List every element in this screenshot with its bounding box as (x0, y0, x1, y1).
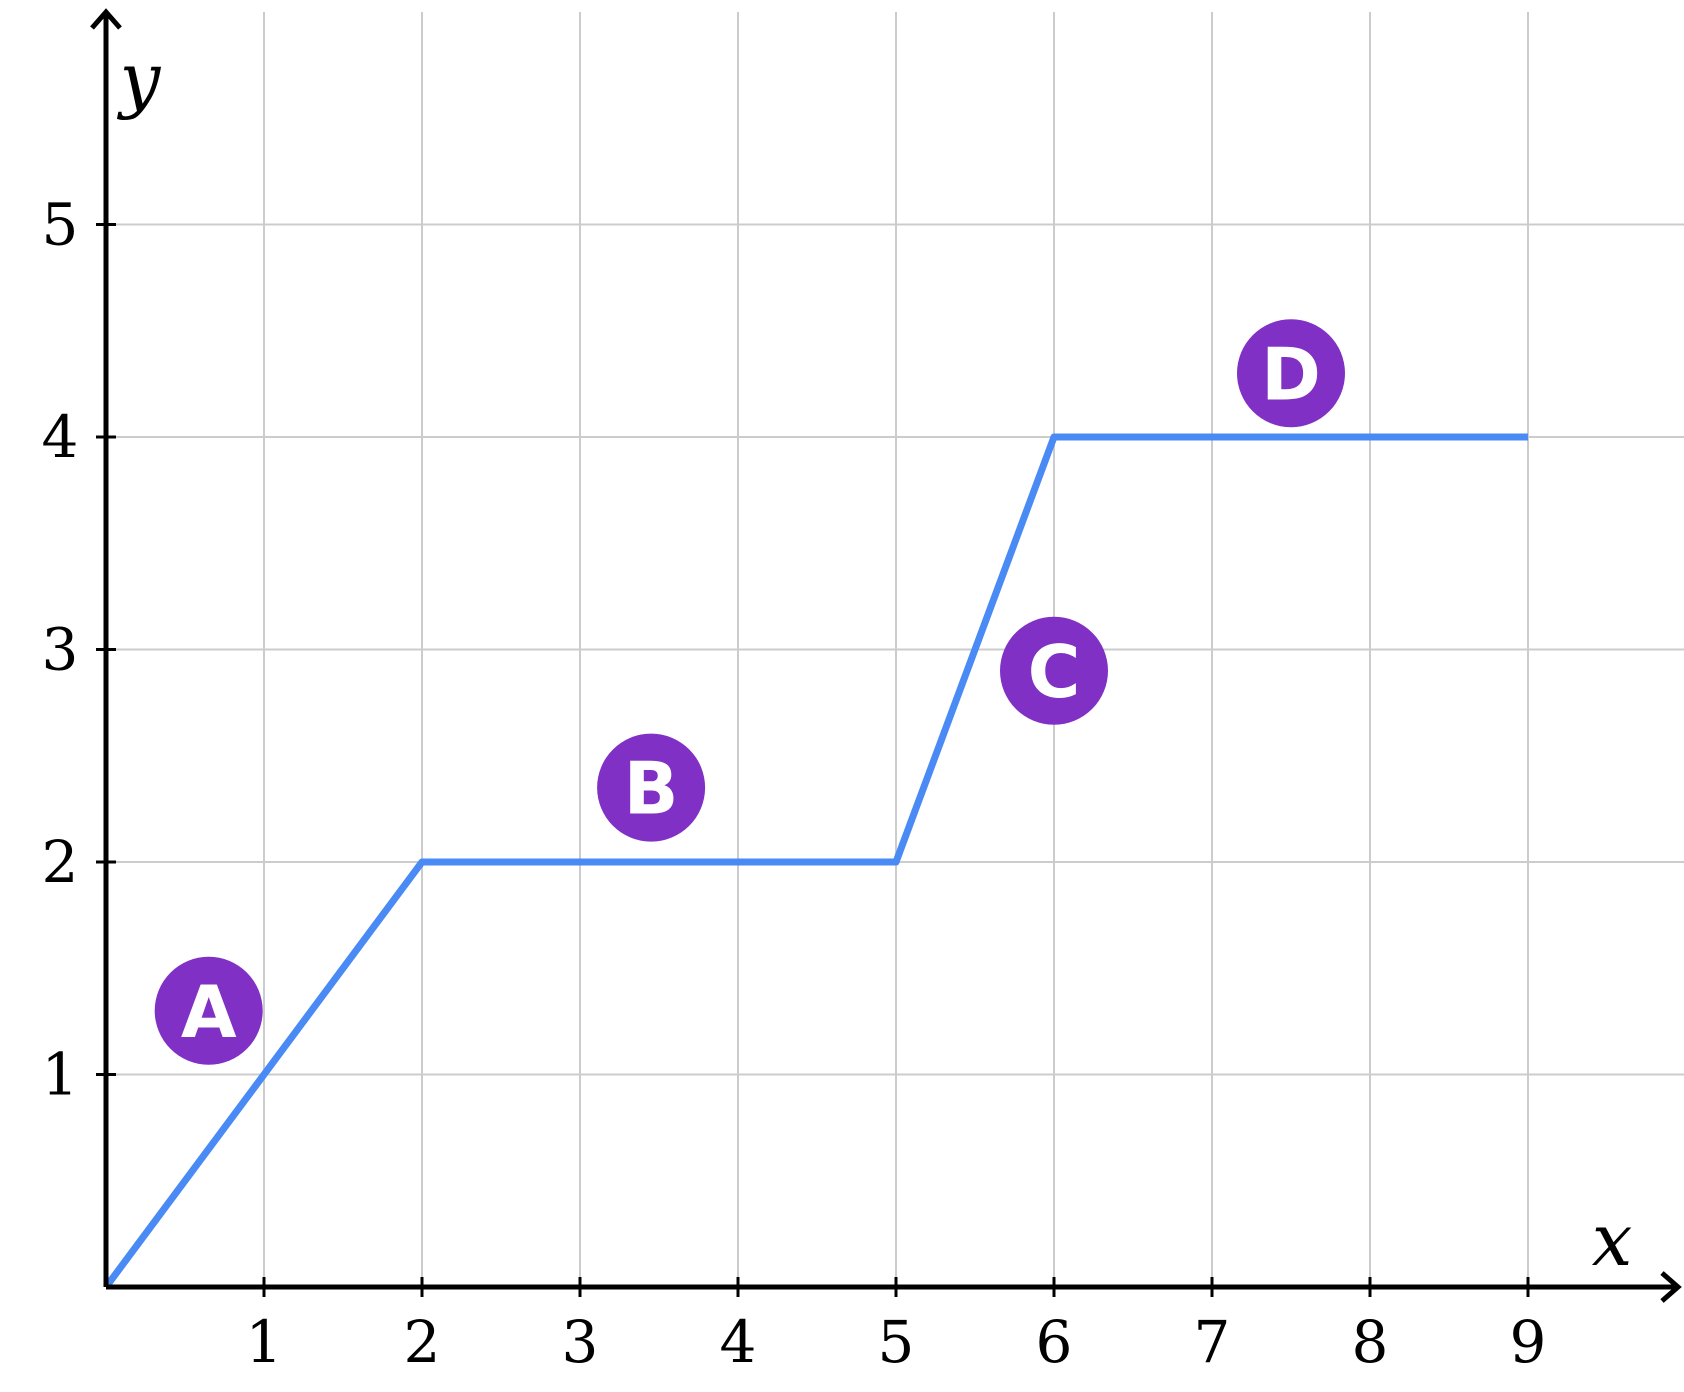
marker-circle-a (154, 956, 263, 1065)
x-tick-label-5: 5 (878, 1308, 915, 1376)
ticks: 1 2 3 4 5 6 7 8 9 1 2 3 4 5 (42, 191, 1547, 1377)
x-tick-label-1: 1 (246, 1308, 283, 1376)
y-tick-label-3: 3 (42, 616, 79, 684)
x-tick-label-2: 2 (404, 1308, 441, 1376)
annotations: A B C D (154, 319, 1345, 1065)
y-tick-label-5: 5 (42, 191, 79, 259)
axes (90, 8, 1682, 1303)
x-tick-label-8: 8 (1352, 1308, 1389, 1376)
y-tick-label-1: 1 (42, 1041, 79, 1109)
x-tick-label-9: 9 (1510, 1308, 1547, 1376)
marker-d: D (1237, 319, 1345, 428)
marker-label-a: A (181, 970, 237, 1054)
y-tick-label-2: 2 (42, 828, 79, 896)
x-tick-label-3: 3 (562, 1308, 599, 1376)
grid-lines (106, 12, 1684, 1287)
y-axis-label: y (117, 37, 162, 121)
marker-circle-c (1000, 616, 1108, 725)
marker-circle-b (597, 733, 706, 842)
x-tick-label-6: 6 (1036, 1308, 1073, 1376)
marker-c: C (1000, 616, 1108, 725)
x-axis-arrow (1660, 1271, 1682, 1303)
x-tick-label-4: 4 (720, 1308, 757, 1376)
marker-label-d: D (1261, 332, 1321, 416)
x-axis-label: x (1592, 1198, 1633, 1282)
series-layer (103, 433, 1528, 1290)
marker-circle-d (1237, 319, 1345, 428)
marker-b: B (597, 733, 706, 842)
marker-a: A (154, 956, 263, 1065)
marker-label-b: B (624, 747, 679, 831)
y-tick-label-4: 4 (42, 403, 79, 471)
series-line-0 (103, 433, 1528, 1290)
y-axis-arrow (90, 8, 122, 30)
x-tick-label-7: 7 (1194, 1308, 1231, 1376)
marker-label-c: C (1028, 630, 1081, 714)
